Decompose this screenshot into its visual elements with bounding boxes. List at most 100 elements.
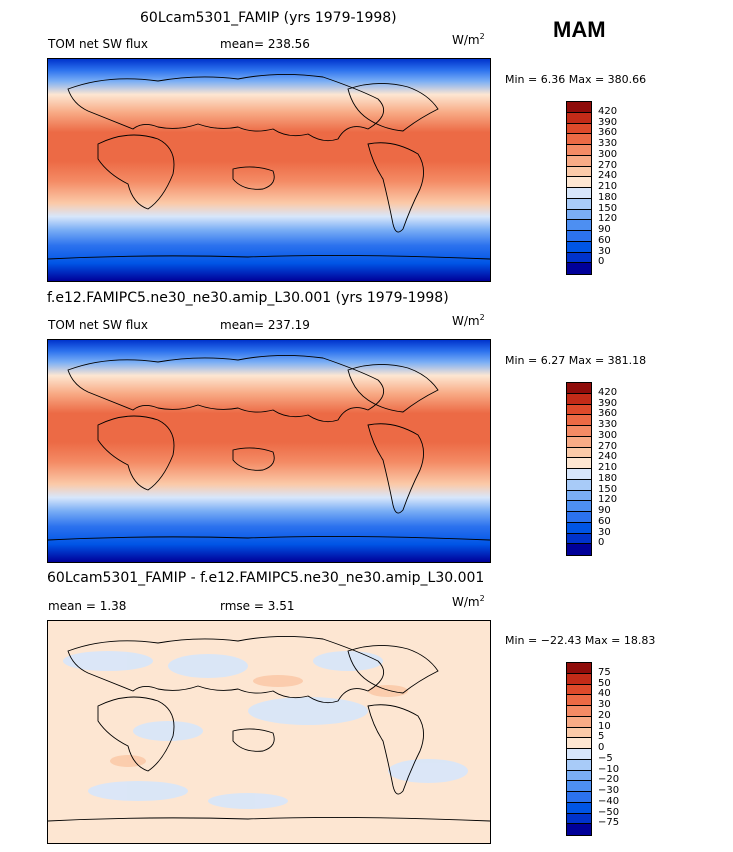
colorbar-swatch [567, 145, 591, 156]
panel2-colorbar-segments [567, 383, 591, 555]
colorbar-swatch [567, 544, 591, 555]
colorbar-swatch [567, 209, 591, 221]
colorbar-tick-label: 390 [598, 116, 618, 128]
colorbar-tick-label: 360 [598, 408, 618, 420]
colorbar-swatch [567, 263, 591, 274]
colorbar-swatch [567, 749, 591, 760]
colorbar-swatch [567, 426, 591, 437]
colorbar-tick-label: 0 [598, 256, 605, 268]
panel3-mean: mean = 1.38 [48, 599, 127, 613]
colorbar-swatch [567, 188, 591, 199]
colorbar-swatch [567, 706, 591, 717]
colorbar-tick-label: 420 [598, 105, 618, 117]
colorbar-tick-label: 30 [598, 245, 611, 257]
colorbar-tick-label: 150 [598, 483, 618, 495]
colorbar-swatch [567, 123, 591, 135]
panel3-units: W/m2 [452, 594, 485, 609]
colorbar-swatch [567, 802, 591, 814]
panel3-min-max: Min = −22.43 Max = 18.83 [505, 634, 656, 647]
colorbar-tick-label: 180 [598, 472, 618, 484]
colorbar-swatch [567, 469, 591, 480]
colorbar-swatch [567, 166, 591, 178]
colorbar-swatch [567, 533, 591, 545]
colorbar-tick-label: −30 [598, 785, 620, 796]
panel1-units-exp: 2 [479, 32, 485, 41]
colorbar-swatch [567, 490, 591, 502]
panel3-map [47, 620, 491, 844]
colorbar-tick-label: 270 [598, 440, 618, 452]
panel2-mean-value: 237.19 [267, 318, 310, 332]
colorbar-tick-label: 330 [598, 419, 618, 430]
colorbar-swatch [567, 155, 591, 167]
panel2-mean: mean= 237.19 [220, 318, 310, 332]
colorbar-tick-label: 300 [598, 429, 618, 441]
colorbar-tick-label: 60 [598, 515, 611, 527]
panel1-map [47, 58, 491, 282]
panel1-min-max: Min = 6.36 Max = 380.66 [505, 73, 647, 86]
colorbar-tick-label: 180 [598, 191, 618, 203]
panel2-min-max: Min = 6.27 Max = 381.18 [505, 354, 647, 367]
colorbar-tick-label: 20 [598, 709, 611, 721]
panel1-units: W/m2 [452, 32, 485, 47]
colorbar-swatch [567, 383, 591, 394]
colorbar-tick-label: 75 [598, 666, 611, 678]
colorbar-swatch [567, 781, 591, 792]
colorbar-swatch [567, 759, 591, 771]
colorbar-tick-label: 10 [598, 720, 611, 732]
colorbar-swatch [567, 695, 591, 706]
panel1-mean-label: mean= [220, 37, 265, 51]
colorbar-tick-label: 390 [598, 397, 618, 409]
colorbar-swatch [567, 393, 591, 405]
colorbar-tick-label: 0 [598, 742, 605, 753]
panel2-units-exp: 2 [479, 313, 485, 322]
colorbar-swatch [567, 813, 591, 825]
colorbar-tick-label: 40 [598, 688, 611, 700]
panel3-units-exp: 2 [479, 594, 485, 603]
panel2-units: W/m2 [452, 313, 485, 328]
panel1-colorbar [566, 101, 592, 275]
colorbar-tick-label: 90 [598, 224, 611, 235]
colorbar-swatch [567, 770, 591, 782]
panel1-variable-label: TOM net SW flux [48, 37, 149, 51]
colorbar-tick-label: 5 [598, 731, 605, 743]
colorbar-tick-label: 360 [598, 127, 618, 139]
panel3-colorbar-ticks: 75 50 40 30 20 10 5 0 −5 −10 −20 −30 −40 −50 −75 [598, 664, 638, 836]
colorbar-swatch [567, 231, 591, 242]
panel1-title: 60Lcam5301_FAMIP (yrs 1979-1998) [140, 10, 397, 26]
colorbar-swatch [567, 522, 591, 534]
colorbar-swatch [567, 220, 591, 231]
colorbar-swatch [567, 501, 591, 512]
colorbar-swatch [567, 727, 591, 739]
panel1-colorbar-ticks: 420 390 360 330 300 270 240 210 180 150 120 90 60 30 0 [598, 103, 638, 275]
panel3-title: 60Lcam5301_FAMIP - f.e12.FAMIPC5.ne30_ne… [47, 570, 485, 586]
colorbar-tick-label: 270 [598, 159, 618, 171]
colorbar-tick-label: 30 [598, 526, 611, 538]
colorbar-tick-label: 240 [598, 170, 618, 182]
panel3-colorbar [566, 662, 592, 836]
colorbar-swatch [567, 447, 591, 459]
panel3-rmse-label: rmse = [220, 599, 264, 613]
colorbar-tick-label: 0 [598, 537, 605, 549]
colorbar-swatch [567, 824, 591, 835]
colorbar-swatch [567, 252, 591, 264]
colorbar-tick-label: 120 [598, 213, 618, 225]
panel2-units-base: W/m [452, 314, 480, 328]
colorbar-tick-label: −50 [598, 806, 620, 818]
colorbar-swatch [567, 458, 591, 469]
colorbar-tick-label: −10 [598, 763, 620, 775]
colorbar-tick-label: −75 [598, 817, 620, 829]
colorbar-swatch [567, 479, 591, 491]
colorbar-tick-label: 210 [598, 462, 618, 473]
panel1-colorbar-segments [567, 102, 591, 274]
panel3-rmse: rmse = 3.51 [220, 599, 294, 613]
colorbar-tick-label: 210 [598, 181, 618, 192]
panel2-map [47, 339, 491, 563]
colorbar-swatch [567, 684, 591, 696]
colorbar-swatch [567, 673, 591, 685]
colorbar-tick-label: 120 [598, 494, 618, 506]
colorbar-tick-label: −5 [598, 752, 613, 764]
colorbar-swatch [567, 404, 591, 416]
panel3-units-base: W/m [452, 595, 480, 609]
colorbar-tick-label: 60 [598, 234, 611, 246]
colorbar-tick-label: 300 [598, 148, 618, 160]
